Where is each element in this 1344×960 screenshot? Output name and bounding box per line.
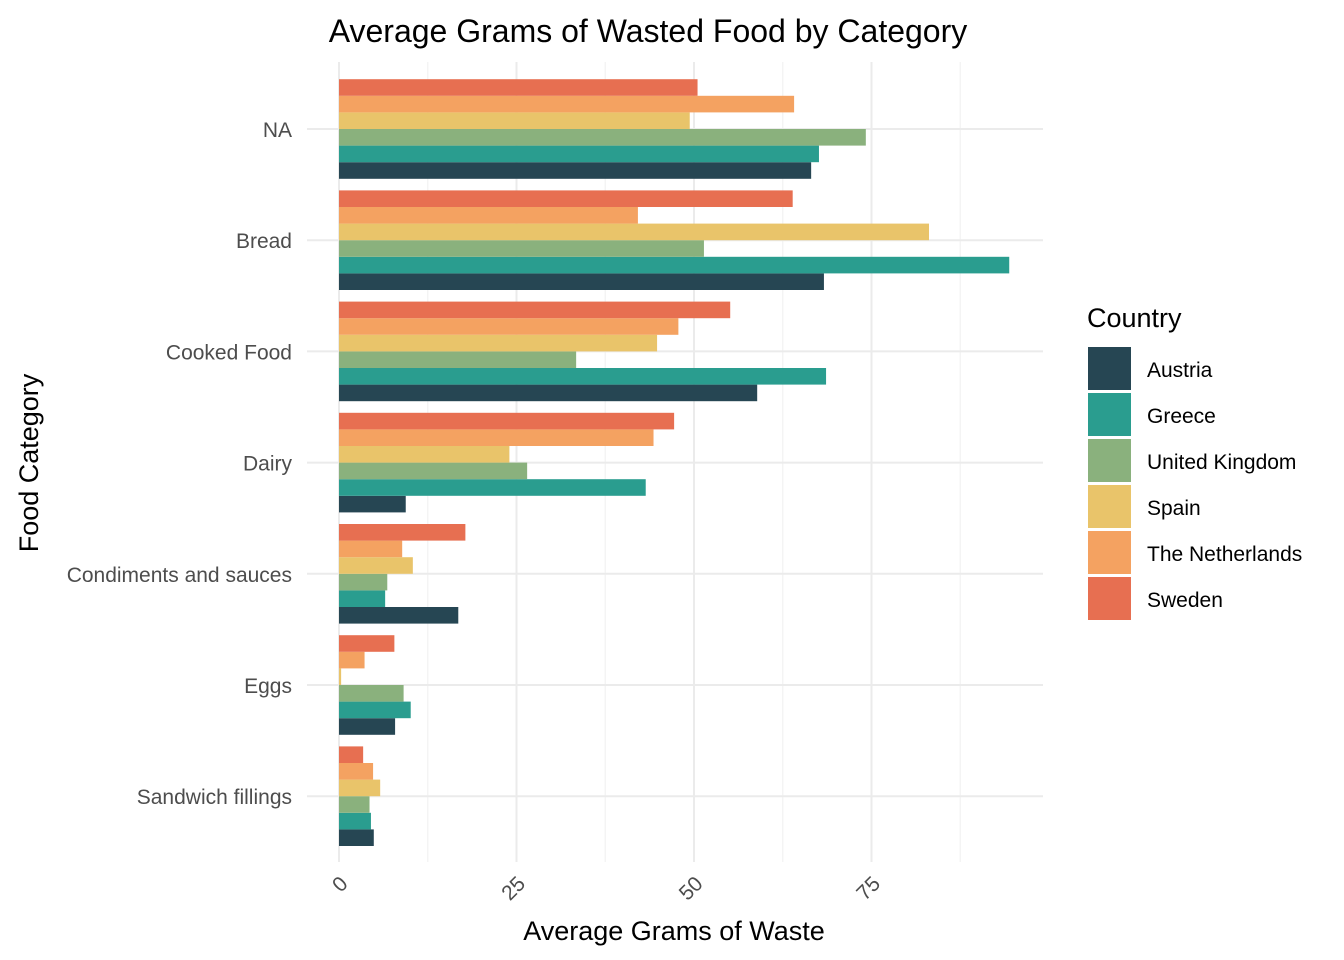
legend-swatch [1088, 347, 1131, 390]
legend-label: The Netherlands [1147, 543, 1302, 566]
bar [339, 590, 386, 607]
bar [339, 79, 698, 96]
bar [339, 112, 690, 129]
y-tick-label: Sandwich fillings [137, 786, 292, 809]
legend-item: Austria [1088, 347, 1213, 390]
bar [339, 256, 1010, 274]
bar [339, 746, 364, 763]
chart-title: Average Grams of Wasted Food by Category [329, 13, 968, 49]
bar [339, 779, 381, 797]
bar [339, 668, 342, 685]
bar [339, 524, 466, 541]
bar [339, 334, 658, 352]
bar [339, 718, 396, 735]
bar [339, 495, 406, 513]
legend-swatch [1088, 393, 1131, 436]
bar [339, 607, 459, 624]
y-tick-label: Condiments and sauces [67, 564, 292, 587]
legend-swatch [1088, 439, 1131, 482]
legend-label: United Kingdom [1147, 451, 1296, 474]
bar [339, 701, 411, 719]
bar [339, 351, 577, 368]
bar [339, 207, 638, 224]
legend-item: Sweden [1088, 577, 1223, 620]
bar [339, 223, 930, 241]
legend-label: Austria [1147, 359, 1213, 382]
bar [339, 829, 374, 846]
y-tick-label: NA [263, 119, 292, 142]
bar [339, 557, 413, 574]
bar [339, 796, 370, 813]
y-tick-label: Eggs [244, 675, 292, 698]
bar [339, 145, 819, 163]
x-tick-label: 25 [497, 872, 530, 905]
bar [339, 240, 704, 257]
legend-label: Sweden [1147, 589, 1223, 612]
legend-label: Greece [1147, 405, 1216, 428]
y-tick-label: Dairy [243, 453, 293, 476]
y-tick-label: Bread [236, 230, 292, 253]
bar [339, 429, 654, 446]
x-tick-label: 0 [328, 872, 353, 897]
bar [339, 301, 731, 319]
bar [339, 95, 795, 113]
y-tick-label: Cooked Food [166, 341, 292, 364]
bar [339, 162, 812, 179]
bar [339, 573, 388, 591]
y-axis-tick-labels: NA Bread Cooked Food Dairy Condiments and sa… [67, 119, 293, 809]
legend-swatch [1088, 577, 1131, 620]
x-tick-label: 75 [852, 872, 885, 905]
bar [339, 190, 793, 207]
legend-label: Spain [1147, 497, 1201, 520]
y-axis-title: Food Category [14, 373, 44, 552]
x-axis-tick-labels: 0 25 50 75 [328, 872, 885, 905]
bar [339, 635, 395, 652]
legend-swatch [1088, 485, 1131, 528]
legend-item: United Kingdom [1088, 439, 1296, 482]
legend-swatch [1088, 531, 1131, 574]
bar [339, 273, 824, 290]
bar [339, 651, 365, 669]
x-axis-title: Average Grams of Waste [523, 916, 825, 946]
bar [339, 479, 646, 496]
legend-item: The Netherlands [1088, 531, 1302, 574]
bar [339, 812, 371, 830]
x-tick-label: 50 [675, 872, 708, 905]
bar [339, 368, 827, 385]
legend-item: Spain [1088, 485, 1201, 528]
legend-item: Greece [1088, 393, 1216, 436]
bar [339, 318, 679, 335]
bar [339, 412, 675, 430]
bar-layer [339, 79, 1010, 846]
bar [339, 540, 403, 558]
bar [339, 446, 510, 463]
bar [339, 462, 528, 480]
legend: Country Austria Greece United Kingdom Spain… [1087, 303, 1302, 620]
bar [339, 685, 404, 702]
bar [339, 384, 758, 402]
legend-title: Country [1087, 303, 1182, 333]
bar [339, 129, 866, 146]
bar [339, 763, 374, 780]
